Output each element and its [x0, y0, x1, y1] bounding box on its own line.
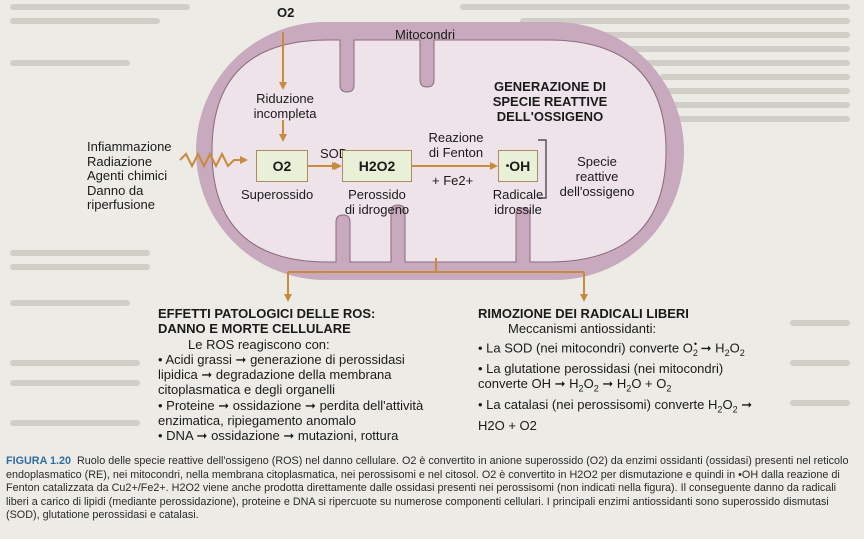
removal-block: RIMOZIONE DEI RADICALI LIBERI Meccanismi…: [478, 306, 778, 433]
removal-item: • La glutatione perossidasi (nei mitocon…: [478, 360, 724, 376]
effects-intro: Le ROS reagiscono con:: [188, 336, 330, 352]
effects-item: lipidica ➞ degradazione della membrana: [158, 367, 392, 383]
effects-item: • Acidi grassi ➞ generazione di perossid…: [158, 351, 405, 367]
fe-label: + Fe2+: [432, 173, 474, 188]
removal-title: RIMOZIONE DEI RADICALI LIBERI: [478, 306, 689, 321]
superoxide-box: O2: [256, 150, 308, 182]
removal-item: • La SOD (nei mitocondri) converte O2• ➞…: [478, 338, 745, 358]
figure-number: FIGURA 1.20: [6, 455, 71, 467]
fenton-label: Reazione di Fenton: [428, 130, 484, 160]
sod-label: SOD: [320, 146, 349, 161]
mitochondria-label: Mitocondri: [395, 27, 455, 42]
generation-title: GENERAZIONE DI SPECIE REATTIVE DELL'OSSI…: [492, 79, 608, 124]
species-bracket: [538, 139, 547, 199]
figure-caption: FIGURA 1.20 Ruolo delle specie reattive d…: [6, 455, 858, 523]
peroxide-box: H2O2: [342, 150, 412, 182]
effects-item: citoplasmatica e degli organelli: [158, 382, 336, 398]
background-page-text: [10, 4, 850, 426]
effects-item: • Proteine ➞ ossidazione ➞ perdita dell'…: [158, 397, 424, 413]
hydroxyl-name: Radicale idrossile: [492, 187, 544, 217]
superoxide-name: Superossido: [241, 187, 314, 202]
removal-intro: Meccanismi antiossidanti:: [508, 321, 657, 337]
species-label: Specie reattive dell'ossigeno: [559, 154, 635, 199]
mitochondrion-diagram: [179, 22, 684, 302]
removal-item: • La catalasi (nei perossisomi) converte…: [478, 397, 753, 415]
removal-item: converte OH ➞ H2O2 ➞ H2O + O2: [478, 376, 672, 394]
o2-top-label: O2: [277, 5, 295, 20]
effects-item: enzimatica, ripiegamento anomalo: [158, 413, 356, 429]
caption-text: Ruolo delle specie reattive dell'ossigen…: [6, 455, 849, 522]
figure-panel: O2 Mitocondri Riduzione incompleta GENERA…: [87, 5, 778, 444]
effects-title: EFFETTI PATOLOGICI DELLE ROS: DANNO E MOR…: [158, 306, 376, 337]
mitochondrion-inner-membrane: [211, 39, 667, 263]
removal-item: H2O + O2: [478, 417, 537, 433]
causes-list: Infiammazione Radiazione Agenti chimici …: [87, 139, 172, 213]
hydroxyl-box: • OH: [498, 150, 538, 182]
reduction-label: Riduzione incompleta: [253, 91, 317, 121]
effects-block: EFFETTI PATOLOGICI DELLE ROS: DANNO E MOR…: [158, 306, 438, 444]
peroxide-name: Perossido di idrogeno: [344, 187, 410, 217]
effects-item: • DNA ➞ ossidazione ➞ mutazioni, rottura: [158, 428, 399, 444]
causes-zigzag-arrow: [179, 151, 248, 169]
